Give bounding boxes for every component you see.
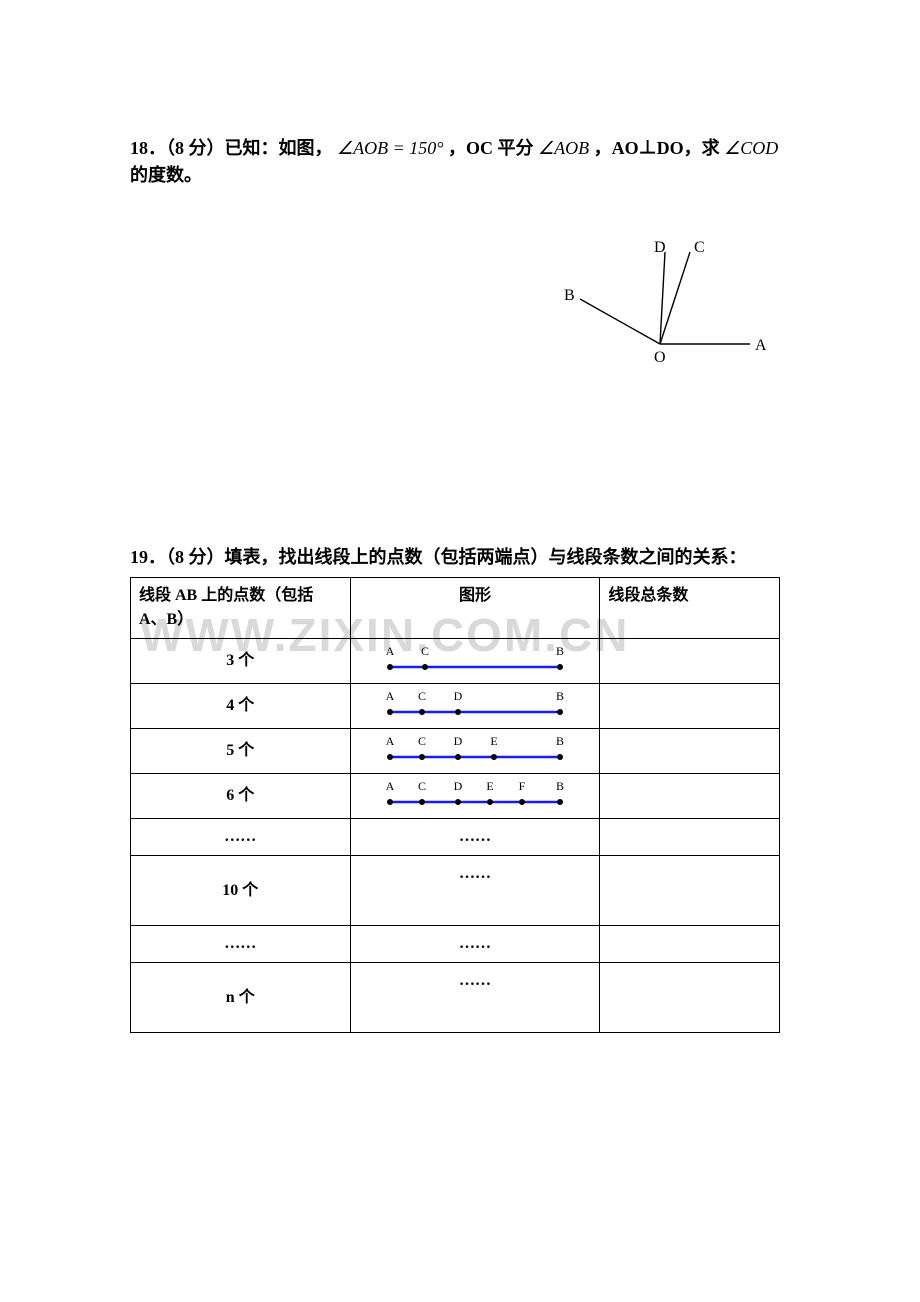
count-cell: 5 个 <box>131 729 351 774</box>
svg-text:A: A <box>386 645 395 658</box>
figure-cell: ACDEB <box>350 729 600 774</box>
segment-diagram: ACB <box>375 645 575 677</box>
label-O: O <box>654 349 666 366</box>
count-cell: 4 个 <box>131 684 351 729</box>
q18-suffix: 的度数。 <box>130 165 202 185</box>
q18-angle2: ∠ <box>538 138 554 158</box>
svg-text:B: B <box>556 645 564 658</box>
svg-text:C: C <box>418 735 426 748</box>
q19-table: 线段 AB 上的点数（包括 A、B） 图形 线段总条数 3 个 A C B 4 个 A C D… <box>130 577 780 1033</box>
segment-diagram: ACDEFB <box>375 780 575 812</box>
th1-line2: A、B） <box>139 611 193 628</box>
total-cell <box>600 819 780 856</box>
table-row: 10 个…… <box>131 856 780 926</box>
svg-text:E: E <box>490 735 497 748</box>
svg-text:C: C <box>418 690 426 703</box>
total-cell <box>600 963 780 1033</box>
q18-aob: AOB <box>353 138 388 158</box>
svg-text:C: C <box>421 645 429 658</box>
q18-eq: = 150° <box>388 138 443 158</box>
count-cell: …… <box>131 926 351 963</box>
table-row: ………… <box>131 926 780 963</box>
th-total: 线段总条数 <box>600 578 780 639</box>
q18-mid1: ，OC 平分 <box>448 138 534 158</box>
svg-text:B: B <box>556 690 564 703</box>
th-points: 线段 AB 上的点数（包括 A、B） <box>131 578 351 639</box>
th1-line1: 线段 AB 上的点数（包括 <box>139 587 313 604</box>
table-row: ………… <box>131 819 780 856</box>
q18-mid2: ，AO⊥DO，求 <box>594 138 720 158</box>
table-row: 5 个 A C D E B <box>131 729 780 774</box>
svg-text:F: F <box>519 780 526 793</box>
svg-text:A: A <box>386 690 395 703</box>
figure-cell: …… <box>350 856 600 926</box>
q18-aob2: AOB <box>554 138 589 158</box>
q18-cod: COD <box>740 138 778 158</box>
q18-prefix: 18．（8 分）已知：如图， <box>130 138 333 158</box>
total-cell <box>600 684 780 729</box>
table-header-row: 线段 AB 上的点数（包括 A、B） 图形 线段总条数 <box>131 578 780 639</box>
svg-text:C: C <box>418 780 426 793</box>
total-cell <box>600 639 780 684</box>
table-row: n 个…… <box>131 963 780 1033</box>
q19-text: 19．（8 分）填表，找出线段上的点数（包括两端点）与线段条数之间的关系： <box>130 544 790 571</box>
page-content: 18．（8 分）已知：如图， ∠AOB = 150° ，OC 平分 ∠AOB ，… <box>0 0 920 1033</box>
q18-angle3: ∠ <box>724 138 740 158</box>
count-cell: 6 个 <box>131 774 351 819</box>
figure-cell: ACDEFB <box>350 774 600 819</box>
count-cell: …… <box>131 819 351 856</box>
svg-text:B: B <box>556 735 564 748</box>
total-cell <box>600 729 780 774</box>
question-18: 18．（8 分）已知：如图， ∠AOB = 150° ，OC 平分 ∠AOB ，… <box>130 135 790 374</box>
label-D: D <box>654 239 666 256</box>
svg-text:E: E <box>486 780 493 793</box>
total-cell <box>600 774 780 819</box>
segment-diagram: ACDB <box>375 690 575 722</box>
svg-text:D: D <box>454 735 463 748</box>
figure-cell: ACB <box>350 639 600 684</box>
figure-cell: …… <box>350 963 600 1033</box>
table-row: 3 个 A C B <box>131 639 780 684</box>
figure-cell: …… <box>350 819 600 856</box>
label-A: A <box>755 337 767 354</box>
q18-text: 18．（8 分）已知：如图， ∠AOB = 150° ，OC 平分 ∠AOB ，… <box>130 135 790 189</box>
svg-text:D: D <box>454 690 463 703</box>
question-19: 19．（8 分）填表，找出线段上的点数（包括两端点）与线段条数之间的关系： 线段… <box>130 544 790 1033</box>
count-cell: 3 个 <box>131 639 351 684</box>
q18-angle1: ∠ <box>337 138 353 158</box>
th-figure: 图形 <box>350 578 600 639</box>
table-row: 6 个 A C D E F B <box>131 774 780 819</box>
svg-text:A: A <box>386 780 395 793</box>
total-cell <box>600 926 780 963</box>
label-C: C <box>694 239 705 256</box>
q18-diagram: A B C D O <box>550 234 790 374</box>
table-row: 4 个 A C D B <box>131 684 780 729</box>
svg-text:A: A <box>386 735 395 748</box>
count-cell: n 个 <box>131 963 351 1033</box>
count-cell: 10 个 <box>131 856 351 926</box>
segment-diagram: ACDEB <box>375 735 575 767</box>
label-B: B <box>564 287 575 304</box>
svg-text:D: D <box>454 780 463 793</box>
svg-text:B: B <box>556 780 564 793</box>
total-cell <box>600 856 780 926</box>
figure-cell: …… <box>350 926 600 963</box>
figure-cell: ACDB <box>350 684 600 729</box>
